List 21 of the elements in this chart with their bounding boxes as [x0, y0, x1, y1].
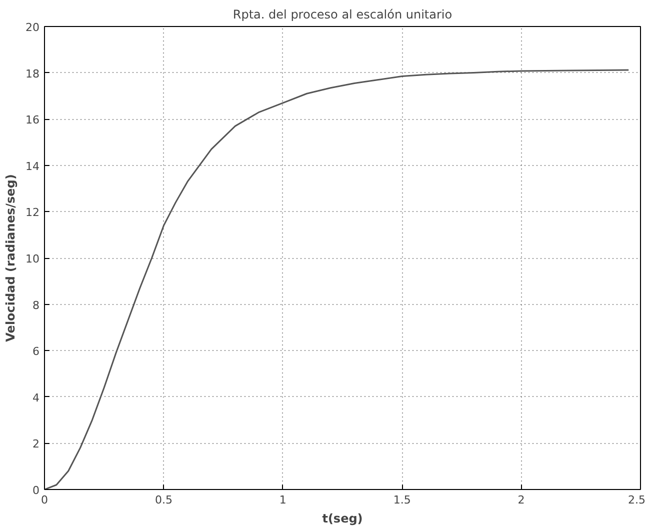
y-tick-label: 12	[26, 206, 40, 220]
y-tick-label: 6	[32, 345, 40, 358]
x-tick-label: 2.5	[628, 494, 646, 506]
x-tick-label: 1.5	[393, 494, 411, 506]
y-tick-label: 2	[32, 438, 40, 451]
line-series	[44, 69, 630, 490]
y-tick-label: 10	[26, 252, 40, 266]
y-tick-label: 8	[32, 298, 40, 312]
x-tick-label: 1	[279, 494, 286, 506]
x-tick-label: 0.5	[154, 494, 172, 506]
y-tick-label: 16	[26, 114, 40, 127]
x-tick-label: 2	[518, 494, 525, 506]
y-tick-label: 18	[26, 67, 40, 80]
y-tick-label: 4	[32, 391, 40, 404]
y-tick-label: 0	[32, 484, 40, 497]
y-tick-label: 14	[26, 160, 40, 173]
chart-title: Rpta. del proceso al escalón unitario	[232, 8, 452, 22]
x-tick-label: 0	[41, 494, 48, 506]
y-axis-title: Velocidad (radianes/seg)	[4, 174, 18, 342]
x-axis-title: t(seg)	[322, 512, 363, 526]
y-tick-label: 20	[26, 21, 40, 34]
